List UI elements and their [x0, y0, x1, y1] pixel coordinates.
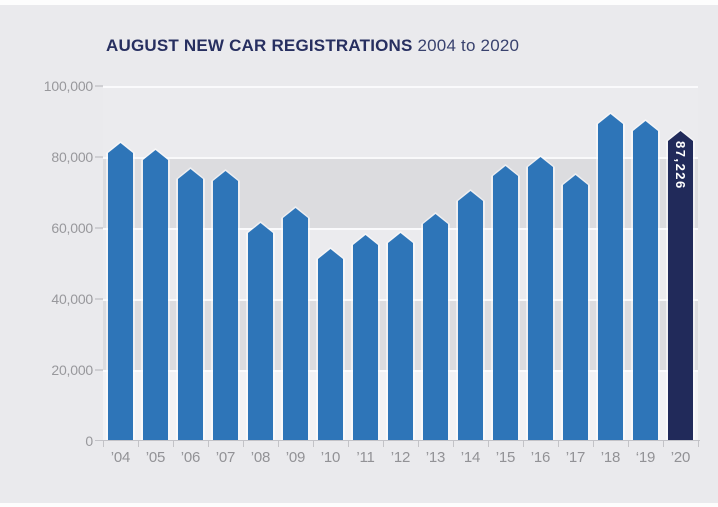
x-axis-tick: [208, 441, 209, 447]
x-axis-tick: [453, 441, 454, 447]
x-axis-tick: [663, 441, 664, 447]
bar-’04: [108, 143, 133, 441]
chart-title: AUGUST NEW CAR REGISTRATIONS 2004 to 202…: [106, 36, 519, 56]
x-axis-label: ’15: [495, 449, 516, 466]
y-axis-tick: [95, 369, 103, 371]
bar-‘19: [633, 121, 658, 441]
bar-’15: [493, 166, 518, 441]
chart-title-range: 2004 to 2020: [417, 36, 520, 55]
x-axis-tick: [488, 441, 489, 447]
gridline: [103, 86, 698, 88]
y-axis-label: 40,000: [51, 291, 93, 307]
bar-halo: [141, 148, 170, 441]
bar-’05: [143, 150, 168, 441]
x-axis-label: ’08: [250, 449, 271, 466]
x-axis-label: ’20: [670, 449, 691, 466]
bottom-edge-strip: [0, 503, 718, 507]
x-axis-tick: [173, 441, 174, 447]
bar-’13: [423, 214, 448, 441]
y-axis-tick: [95, 227, 103, 229]
bar-’14: [458, 191, 483, 441]
bar-’18: [598, 114, 623, 441]
bar-halo: 87,226: [666, 129, 695, 441]
y-axis-tick: [95, 85, 103, 87]
bar-’09: [283, 208, 308, 441]
bar-’08: [248, 223, 273, 441]
x-axis-tick: [523, 441, 524, 447]
top-edge-strip: [0, 0, 718, 5]
y-axis-label: 80,000: [51, 149, 93, 165]
bar-halo: [351, 233, 380, 441]
x-axis-label: ‘19: [635, 449, 656, 466]
highlighted-value-label: 87,226: [673, 141, 688, 190]
bar-halo: [631, 119, 660, 441]
bar-halo: [421, 212, 450, 441]
bar-halo: [386, 231, 415, 441]
x-axis-label: ’07: [215, 449, 236, 466]
y-axis-label: 20,000: [51, 362, 93, 378]
x-axis-label: ’16: [530, 449, 551, 466]
bar-halo: [561, 173, 590, 441]
x-axis-label: ’09: [285, 449, 306, 466]
x-axis-label: ’10: [320, 449, 341, 466]
x-axis-label: ’06: [180, 449, 201, 466]
x-axis-tick: [628, 441, 629, 447]
bar-’20: 87,226: [668, 131, 693, 441]
x-axis-tick: [558, 441, 559, 447]
x-axis-tick: [278, 441, 279, 447]
bar-halo: [456, 189, 485, 441]
y-axis-label: 100,000: [43, 78, 93, 94]
x-axis-label: ’17: [565, 449, 586, 466]
y-axis-tick: [95, 298, 103, 300]
y-axis-label: 0: [85, 433, 93, 449]
bar-’11: [353, 235, 378, 441]
bar-halo: [211, 169, 240, 441]
bar-’12: [388, 233, 413, 441]
bar-halo: [526, 155, 555, 441]
x-axis-label: ’14: [460, 449, 481, 466]
bar-halo: [596, 112, 625, 441]
x-axis-tick: [313, 441, 314, 447]
x-axis-tick: [383, 441, 384, 447]
plot-area: 87,226: [103, 86, 698, 441]
bar-halo: [246, 221, 275, 441]
bar-halo: [281, 206, 310, 441]
x-axis-label: ’05: [145, 449, 166, 466]
x-axis-tick: [348, 441, 349, 447]
x-axis-tick: [138, 441, 139, 447]
y-axis-tick: [95, 156, 103, 158]
gridline: [103, 157, 698, 159]
x-axis-tick: [103, 441, 104, 447]
bar-halo: [491, 164, 520, 441]
bar-’16: [528, 157, 553, 441]
x-axis-line: [95, 440, 700, 441]
gridline: [103, 228, 698, 230]
bar-halo: [106, 141, 135, 441]
x-axis-tick: [593, 441, 594, 447]
bar-’17: [563, 175, 588, 441]
y-axis-label: 60,000: [51, 220, 93, 236]
x-axis-label: ’12: [390, 449, 411, 466]
x-axis-label: ’18: [600, 449, 621, 466]
chart-title-main: AUGUST NEW CAR REGISTRATIONS: [106, 36, 413, 55]
x-axis-tick: [243, 441, 244, 447]
bar-’07: [213, 171, 238, 441]
x-axis-label: ’13: [425, 449, 446, 466]
x-axis-label: ’04: [110, 449, 131, 466]
bar-’06: [178, 169, 203, 441]
x-axis-label: ’11: [356, 449, 375, 466]
bar-halo: [316, 247, 345, 441]
x-axis-tick: [418, 441, 419, 447]
x-axis-tick: [698, 441, 699, 447]
bar-’10: [318, 249, 343, 441]
bar-halo: [176, 167, 205, 441]
